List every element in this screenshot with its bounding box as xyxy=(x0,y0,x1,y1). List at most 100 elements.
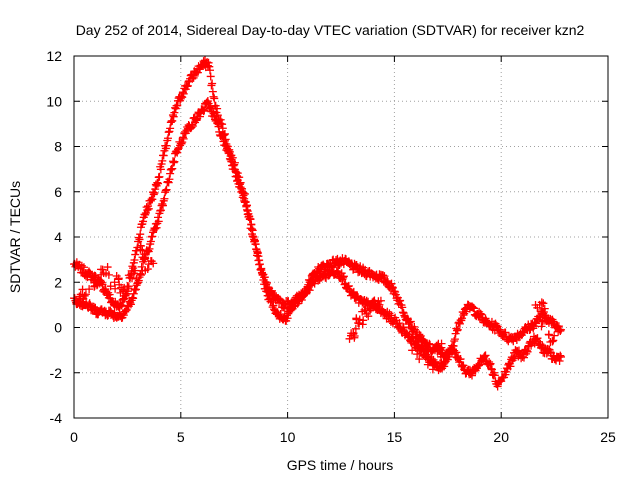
data-point xyxy=(297,295,306,304)
data-point xyxy=(276,309,285,318)
y-axis-title: SDTVAR / TECUs xyxy=(7,181,23,293)
data-point xyxy=(203,61,212,70)
data-point xyxy=(203,97,212,106)
data-point xyxy=(106,282,115,291)
data-point xyxy=(104,270,113,279)
data-point xyxy=(247,220,256,229)
data-point xyxy=(406,317,415,326)
data-point xyxy=(349,287,358,296)
data-point xyxy=(99,269,108,278)
data-point xyxy=(144,204,153,213)
data-point xyxy=(388,283,397,292)
data-point xyxy=(136,242,145,251)
data-point xyxy=(165,175,174,184)
data-point xyxy=(242,202,251,211)
data-point xyxy=(229,160,238,169)
data-point xyxy=(501,328,510,337)
data-point xyxy=(449,341,458,350)
data-point xyxy=(183,81,192,90)
data-point xyxy=(539,299,548,308)
data-point xyxy=(278,298,287,307)
data-point xyxy=(131,286,140,295)
data-point xyxy=(226,155,235,164)
data-point xyxy=(124,271,133,280)
data-point xyxy=(75,292,84,301)
data-point xyxy=(425,339,434,348)
data-point xyxy=(166,118,175,127)
data-point xyxy=(450,337,459,346)
data-point xyxy=(137,262,146,271)
y-tick-label: 2 xyxy=(54,274,62,290)
data-point xyxy=(355,319,364,328)
y-tick-label: -4 xyxy=(50,410,63,426)
data-point xyxy=(523,347,532,356)
data-point xyxy=(267,298,276,307)
data-point xyxy=(162,141,171,150)
data-point xyxy=(165,127,174,136)
data-point xyxy=(230,165,239,174)
data-point xyxy=(205,66,214,75)
data-point xyxy=(169,158,178,167)
data-point xyxy=(538,317,547,326)
data-point xyxy=(379,271,388,280)
data-point xyxy=(426,340,434,349)
data-point xyxy=(166,165,175,174)
data-point xyxy=(399,323,408,332)
data-point xyxy=(554,353,563,362)
data-point xyxy=(415,330,424,339)
data-point xyxy=(162,185,171,194)
data-point xyxy=(544,330,553,339)
data-point xyxy=(255,256,264,265)
data-point xyxy=(131,285,140,294)
data-point xyxy=(173,148,182,157)
data-point xyxy=(164,128,173,137)
data-point xyxy=(166,169,175,178)
x-axis-title: GPS time / hours xyxy=(287,457,394,473)
data-point xyxy=(544,316,553,325)
data-point xyxy=(252,247,261,256)
data-point xyxy=(450,335,459,344)
data-point xyxy=(490,326,499,335)
data-point xyxy=(158,156,167,165)
data-point xyxy=(178,133,187,142)
data-point xyxy=(192,116,201,125)
data-point xyxy=(453,326,462,335)
series-lower-trace xyxy=(70,97,566,391)
data-point xyxy=(213,111,222,120)
data-point xyxy=(213,104,222,113)
data-point xyxy=(493,382,502,391)
data-point xyxy=(131,266,140,275)
data-point xyxy=(251,240,260,249)
data-point xyxy=(405,318,414,327)
data-point xyxy=(156,206,165,215)
data-point xyxy=(196,112,205,121)
data-point xyxy=(159,151,167,160)
data-point xyxy=(398,303,407,312)
data-point xyxy=(533,334,542,343)
data-point xyxy=(119,311,128,320)
data-point xyxy=(475,360,484,369)
data-point xyxy=(121,291,130,300)
data-point xyxy=(111,284,120,293)
data-point xyxy=(352,314,361,323)
data-point xyxy=(238,193,247,202)
data-point xyxy=(481,351,490,360)
data-point xyxy=(459,361,468,370)
data-point xyxy=(257,268,266,277)
data-point xyxy=(168,164,177,173)
data-point xyxy=(128,293,137,302)
data-point xyxy=(158,199,167,208)
data-point xyxy=(387,279,396,288)
data-point xyxy=(213,119,222,128)
data-point xyxy=(239,191,248,200)
data-point xyxy=(440,362,449,371)
data-point xyxy=(435,346,444,355)
data-point xyxy=(173,101,182,110)
data-point xyxy=(126,300,135,309)
data-point xyxy=(369,297,378,306)
data-point xyxy=(163,134,172,143)
data-point xyxy=(112,271,121,280)
data-point xyxy=(129,294,138,303)
data-point xyxy=(421,353,430,362)
